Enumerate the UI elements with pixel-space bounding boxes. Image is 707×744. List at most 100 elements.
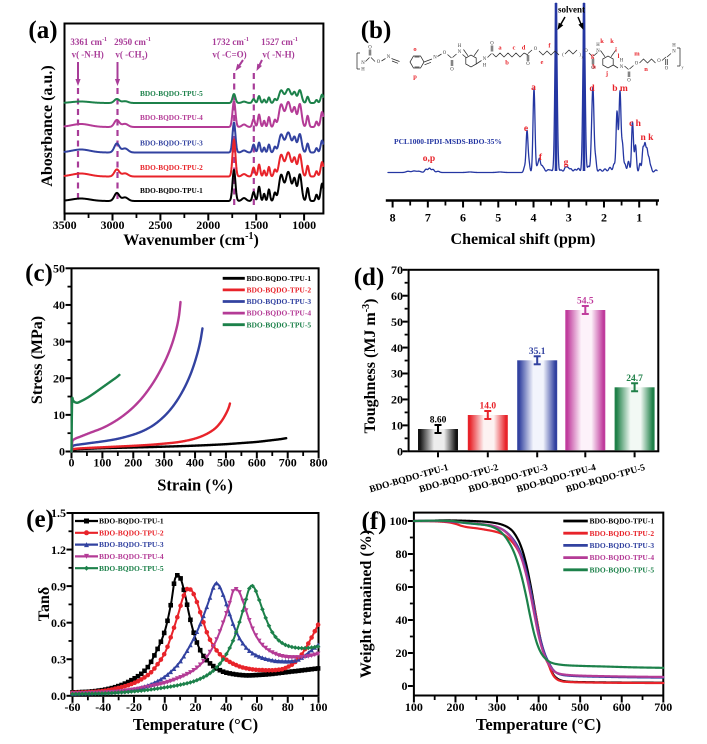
svg-text:k: k: [610, 38, 614, 45]
svg-text:H: H: [620, 59, 624, 64]
svg-text:N: N: [361, 61, 365, 66]
svg-text:2: 2: [601, 211, 607, 225]
svg-text:20: 20: [391, 393, 403, 407]
svg-text:h: h: [592, 64, 596, 71]
svg-text:O: O: [584, 49, 588, 54]
svg-text:54.5: 54.5: [577, 296, 594, 306]
svg-text:24.7: 24.7: [626, 374, 643, 384]
svg-text:x: x: [582, 55, 584, 60]
svg-text:H: H: [458, 44, 462, 49]
svg-text:c: c: [513, 45, 516, 52]
svg-text:-40: -40: [95, 700, 111, 714]
svg-text:0: 0: [59, 445, 65, 459]
svg-text:2500: 2500: [148, 218, 172, 232]
svg-text:n: n: [644, 66, 648, 73]
svg-text:N: N: [458, 50, 462, 55]
svg-text:100: 100: [405, 700, 423, 714]
svg-text:400: 400: [186, 456, 204, 470]
svg-text:80: 80: [282, 700, 294, 714]
svg-text:10: 10: [391, 419, 403, 433]
svg-text:70: 70: [391, 263, 403, 277]
svg-text:0.9: 0.9: [51, 579, 66, 593]
svg-text:Temperature (°C): Temperature (°C): [476, 715, 601, 734]
svg-text:N: N: [620, 65, 624, 70]
svg-text:v( -N-H): v( -N-H): [72, 50, 104, 60]
svg-text:e: e: [541, 59, 544, 66]
svg-text:1.2: 1.2: [51, 543, 66, 557]
svg-text:O: O: [657, 59, 661, 64]
svg-text:-20: -20: [126, 700, 142, 714]
svg-text:BDO-BQDO-TPU-1: BDO-BQDO-TPU-1: [590, 517, 655, 526]
svg-text:(b): (b): [361, 17, 392, 44]
svg-text:O: O: [627, 79, 631, 84]
svg-text:l: l: [618, 53, 620, 60]
svg-text:Toughness (MJ m-3): Toughness (MJ m-3): [361, 299, 379, 434]
svg-text:30: 30: [53, 335, 65, 349]
svg-text:100: 100: [93, 456, 111, 470]
svg-text:3500: 3500: [53, 218, 77, 232]
svg-text:40: 40: [53, 298, 65, 312]
svg-text:O: O: [368, 46, 372, 51]
svg-text:N: N: [596, 49, 600, 54]
svg-text:0: 0: [162, 700, 168, 714]
svg-text:600: 600: [613, 700, 631, 714]
svg-text:g: g: [591, 53, 595, 60]
svg-text:O: O: [526, 62, 530, 67]
svg-text:BDO-BQDO-TPU-3: BDO-BQDO-TPU-3: [590, 541, 655, 550]
svg-text:v( -C=O): v( -C=O): [212, 50, 246, 60]
svg-text:BDO-BQDO-TPU-2: BDO-BQDO-TPU-2: [140, 163, 203, 172]
svg-text:Weight remained (%): Weight remained (%): [358, 530, 375, 678]
svg-text:O: O: [635, 62, 639, 67]
svg-text:8: 8: [390, 211, 396, 225]
svg-text:Wavenumber (cm-1): Wavenumber (cm-1): [123, 231, 259, 249]
svg-text:O: O: [665, 67, 669, 72]
svg-text:8.60: 8.60: [430, 416, 447, 426]
svg-text:k: k: [600, 38, 604, 45]
svg-text:40: 40: [396, 613, 408, 627]
svg-text:5: 5: [495, 211, 501, 225]
svg-text:y: y: [682, 65, 684, 70]
svg-text:BDO-BQDO-TPU-5: BDO-BQDO-TPU-5: [99, 564, 164, 573]
svg-text:BDO-BQDO-TPU-2: BDO-BQDO-TPU-2: [247, 286, 312, 295]
svg-text:700: 700: [654, 700, 672, 714]
svg-text:0: 0: [402, 679, 408, 693]
svg-text:500: 500: [571, 700, 589, 714]
svg-text:200: 200: [124, 456, 142, 470]
svg-text:o: o: [413, 46, 416, 53]
svg-text:O: O: [377, 60, 381, 65]
svg-text:20: 20: [396, 646, 408, 660]
svg-text:BDO-BQDO-TPU-5: BDO-BQDO-TPU-5: [247, 320, 312, 329]
svg-text:0.3: 0.3: [51, 652, 66, 666]
svg-text:BDO-BQDO-TPU-4: BDO-BQDO-TPU-4: [590, 553, 655, 562]
svg-text:Stress (MPa): Stress (MPa): [29, 316, 46, 404]
svg-text:Temperature (°C): Temperature (°C): [133, 715, 258, 734]
svg-text:f: f: [539, 153, 543, 163]
svg-text:60: 60: [391, 289, 403, 303]
svg-text:500: 500: [217, 456, 235, 470]
svg-text:1000: 1000: [292, 218, 316, 232]
svg-text:N: N: [483, 57, 487, 62]
svg-text:100: 100: [310, 700, 328, 714]
svg-text:400: 400: [530, 700, 548, 714]
svg-text:35.1: 35.1: [529, 347, 546, 357]
svg-text:BDO-BQDO-TPU-3: BDO-BQDO-TPU-3: [247, 297, 312, 306]
svg-text:30: 30: [391, 367, 403, 381]
svg-text:100: 100: [390, 514, 408, 528]
svg-text:f: f: [548, 43, 551, 50]
svg-text:20: 20: [53, 371, 65, 385]
svg-text:H: H: [483, 64, 487, 69]
svg-text:solvent: solvent: [558, 5, 585, 15]
svg-text:g: g: [564, 158, 569, 168]
svg-text:2000: 2000: [196, 218, 220, 232]
svg-text:(: (: [562, 53, 564, 58]
svg-text:BDO-BQDO-TPU-5: BDO-BQDO-TPU-5: [590, 565, 655, 574]
svg-text:b m: b m: [612, 84, 628, 94]
svg-text:o,p: o,p: [423, 154, 435, 164]
svg-text:e: e: [524, 124, 528, 134]
svg-text:v( -N-H): v( -N-H): [262, 50, 294, 60]
svg-text:60: 60: [396, 580, 408, 594]
svg-text:n k: n k: [641, 133, 655, 143]
svg-text:80: 80: [396, 547, 408, 561]
svg-text:O: O: [490, 42, 494, 47]
svg-text:60: 60: [251, 700, 263, 714]
